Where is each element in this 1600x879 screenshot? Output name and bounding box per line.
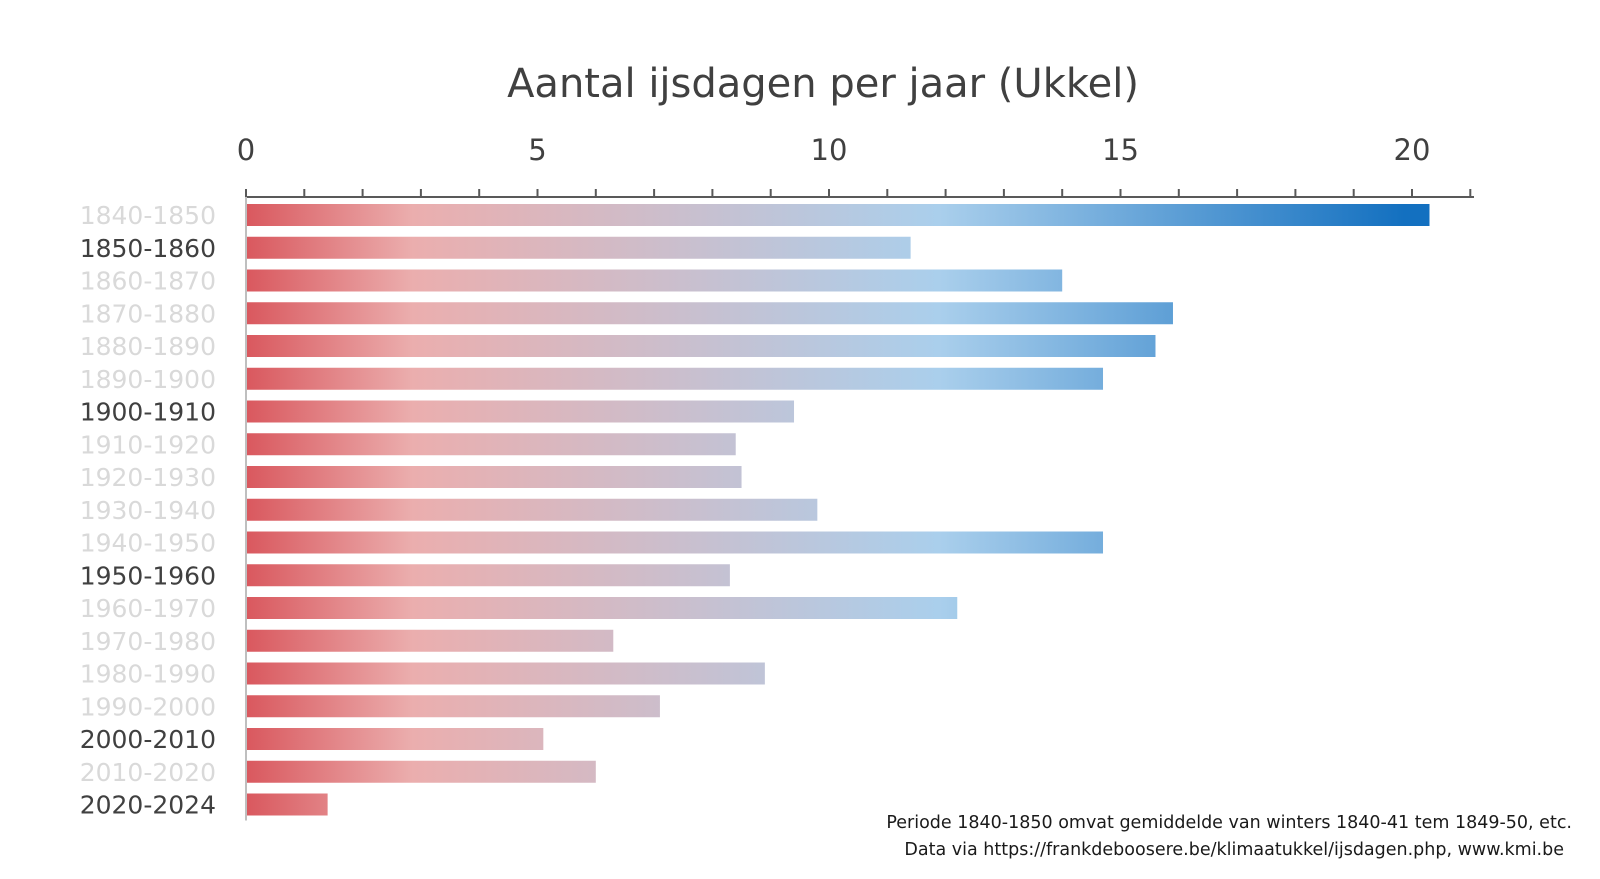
bar-1940-1950 [246, 531, 1104, 554]
category-label: 2010-2020 [80, 758, 216, 787]
category-label: 1910-1920 [80, 430, 216, 459]
category-label: 1990-2000 [80, 692, 216, 721]
bar-2000-2010 [246, 728, 544, 750]
category-label: 1850-1860 [80, 234, 216, 263]
category-label: 1960-1970 [80, 594, 216, 623]
bar-2010-2020 [246, 760, 596, 783]
category-label: 1980-1990 [80, 660, 216, 689]
bar-1890-1900 [246, 367, 1104, 390]
chart-title: Aantal ijsdagen per jaar (Ukkel) [507, 61, 1139, 107]
bar-1960-1970 [246, 597, 958, 619]
bar-1880-1890 [246, 335, 1156, 357]
x-tick-label: 20 [1394, 133, 1431, 167]
bar-1900-1910 [246, 400, 795, 423]
category-label: 1880-1890 [80, 332, 216, 361]
bar-1930-1940 [246, 498, 818, 521]
bar-1910-1920 [246, 433, 736, 456]
footnote-period: Periode 1840-1850 omvat gemiddelde van w… [886, 813, 1572, 833]
bar-1950-1960 [246, 564, 730, 587]
category-labels: 1840-1850 1850-1860 1860-1870 1870-1880 1880… [80, 201, 216, 820]
bar-1860-1870 [246, 269, 1063, 292]
footnote-source: Data via https://frankdeboosere.be/klima… [904, 840, 1564, 860]
x-tick-label: 5 [528, 133, 546, 167]
bar-1840-1850 [246, 204, 1430, 226]
category-label: 2020-2024 [80, 791, 216, 820]
category-label: 1870-1880 [80, 299, 216, 328]
category-label: 1970-1980 [80, 627, 216, 656]
x-tick-label: 15 [1102, 133, 1139, 167]
x-tick-label: 10 [811, 133, 848, 167]
bar-series [246, 204, 1430, 816]
category-label: 1900-1910 [80, 398, 216, 427]
category-label: 1890-1900 [80, 365, 216, 394]
bar-1920-1930 [246, 466, 742, 488]
category-label: 1950-1960 [80, 561, 216, 590]
category-label: 1930-1940 [80, 496, 216, 525]
category-label: 1860-1870 [80, 267, 216, 296]
bar-1850-1860 [246, 236, 911, 259]
category-label: 1940-1950 [80, 529, 216, 558]
x-axis: 0 5 10 15 20 [237, 133, 1474, 198]
bar-1870-1880 [246, 302, 1173, 325]
bar-2020-2024 [246, 793, 328, 816]
x-tick-label: 0 [237, 133, 255, 167]
bar-1990-2000 [246, 695, 660, 718]
bar-1980-1990 [246, 662, 765, 685]
category-label: 2000-2010 [80, 725, 216, 754]
category-label: 1840-1850 [80, 201, 216, 230]
category-label: 1920-1930 [80, 463, 216, 492]
bar-1970-1980 [246, 629, 614, 652]
